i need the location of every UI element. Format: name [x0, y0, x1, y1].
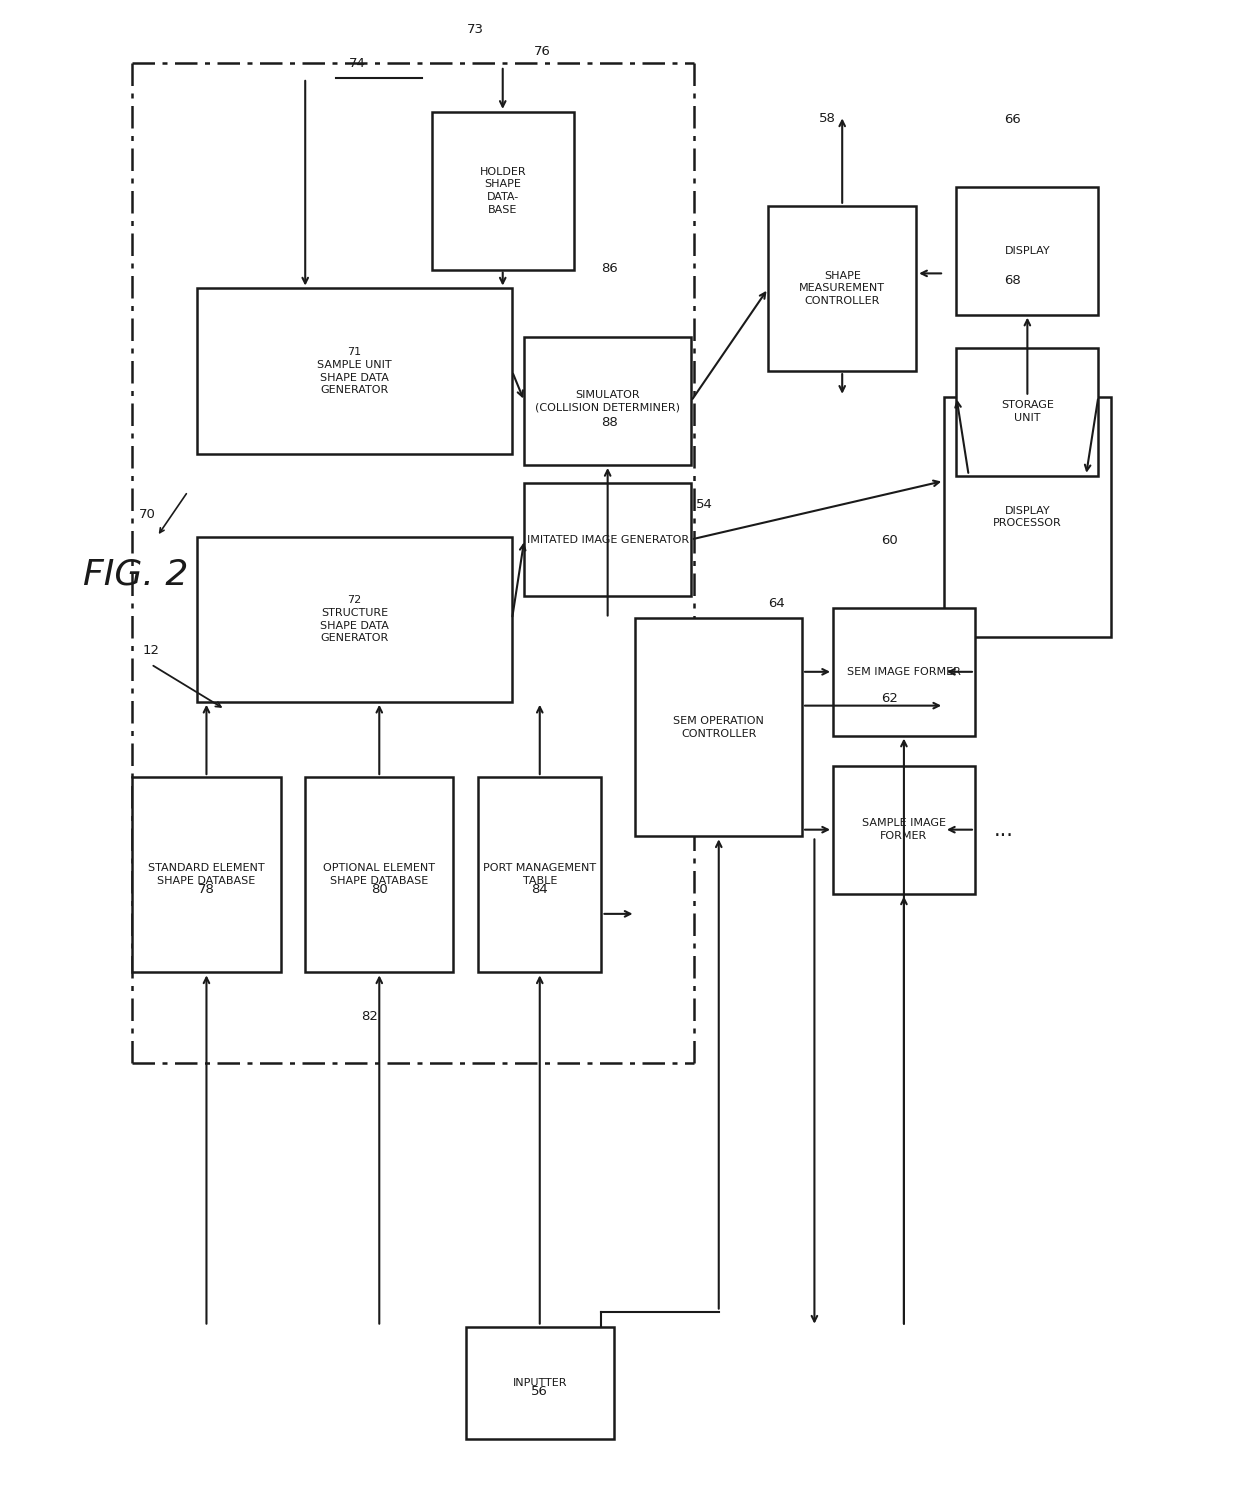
Text: 72
STRUCTURE
SHAPE DATA
GENERATOR: 72 STRUCTURE SHAPE DATA GENERATOR	[320, 595, 389, 643]
Text: 62: 62	[880, 691, 898, 705]
FancyBboxPatch shape	[133, 777, 280, 972]
Text: 71
SAMPLE UNIT
SHAPE DATA
GENERATOR: 71 SAMPLE UNIT SHAPE DATA GENERATOR	[317, 347, 392, 395]
Text: STORAGE
UNIT: STORAGE UNIT	[1001, 400, 1054, 423]
FancyBboxPatch shape	[833, 765, 975, 893]
Text: 58: 58	[820, 112, 836, 125]
Text: HOLDER
SHAPE
DATA-
BASE: HOLDER SHAPE DATA- BASE	[480, 166, 526, 214]
Text: 76: 76	[533, 45, 551, 59]
Text: 73: 73	[467, 23, 484, 36]
FancyBboxPatch shape	[479, 777, 601, 972]
Text: 12: 12	[143, 644, 160, 656]
Text: PORT MANAGEMENT
TABLE: PORT MANAGEMENT TABLE	[484, 863, 596, 886]
FancyBboxPatch shape	[466, 1326, 614, 1440]
Text: SAMPLE IMAGE
FORMER: SAMPLE IMAGE FORMER	[862, 818, 946, 841]
FancyBboxPatch shape	[525, 483, 691, 596]
Text: INPUTTER: INPUTTER	[512, 1378, 567, 1388]
FancyBboxPatch shape	[956, 347, 1099, 475]
Text: SEM OPERATION
CONTROLLER: SEM OPERATION CONTROLLER	[673, 717, 764, 739]
Text: 54: 54	[696, 498, 713, 510]
Text: DISPLAY
PROCESSOR: DISPLAY PROCESSOR	[993, 506, 1061, 528]
Text: 82: 82	[361, 1010, 378, 1023]
Text: STANDARD ELEMENT
SHAPE DATABASE: STANDARD ELEMENT SHAPE DATABASE	[148, 863, 265, 886]
FancyBboxPatch shape	[525, 338, 691, 465]
FancyBboxPatch shape	[432, 112, 574, 270]
Text: IMITATED IMAGE GENERATOR: IMITATED IMAGE GENERATOR	[527, 534, 688, 545]
Text: FIG. 2: FIG. 2	[83, 557, 188, 592]
FancyBboxPatch shape	[197, 288, 512, 454]
FancyBboxPatch shape	[635, 619, 802, 836]
Text: 84: 84	[532, 883, 548, 896]
Text: 66: 66	[1004, 113, 1022, 125]
Text: 88: 88	[601, 416, 619, 430]
Text: 86: 86	[601, 261, 619, 275]
Text: 80: 80	[371, 883, 388, 896]
Text: 64: 64	[768, 596, 785, 610]
FancyBboxPatch shape	[833, 608, 975, 736]
Text: 68: 68	[1004, 273, 1022, 287]
Text: SEM IMAGE FORMER: SEM IMAGE FORMER	[847, 667, 961, 678]
Text: 56: 56	[531, 1385, 548, 1397]
FancyBboxPatch shape	[944, 397, 1111, 637]
Text: 78: 78	[198, 883, 215, 896]
FancyBboxPatch shape	[305, 777, 454, 972]
Text: 74: 74	[348, 57, 366, 71]
Text: SHAPE
MEASUREMENT
CONTROLLER: SHAPE MEASUREMENT CONTROLLER	[800, 270, 885, 306]
Text: OPTIONAL ELEMENT
SHAPE DATABASE: OPTIONAL ELEMENT SHAPE DATABASE	[324, 863, 435, 886]
Text: ...: ...	[993, 819, 1013, 839]
FancyBboxPatch shape	[956, 187, 1099, 315]
FancyBboxPatch shape	[197, 537, 512, 702]
Text: 70: 70	[139, 509, 155, 522]
FancyBboxPatch shape	[768, 205, 916, 371]
Text: 60: 60	[880, 534, 898, 546]
Text: SIMULATOR
(COLLISION DETERMINER): SIMULATOR (COLLISION DETERMINER)	[536, 389, 681, 412]
Text: DISPLAY: DISPLAY	[1004, 246, 1050, 257]
